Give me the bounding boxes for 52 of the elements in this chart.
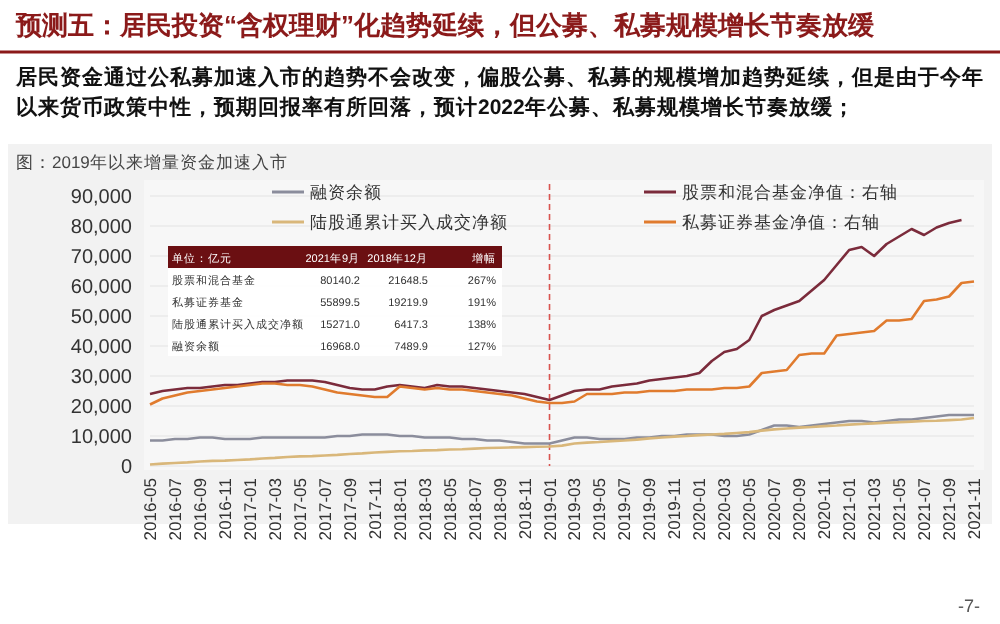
x-tick-label: 2016-05 — [140, 477, 160, 541]
chart-title: 预测五：居民投资“含权理财”化趋势延续，但公募、私募规模增长节奏放缓 — [14, 10, 876, 40]
x-tick-label: 2018-01 — [389, 477, 410, 541]
y-tick-label: 70,000 — [70, 247, 133, 269]
x-tick-label: 2018-03 — [414, 477, 435, 541]
x-tick-label: 2018-11 — [514, 477, 535, 540]
x-tick-label: 2016-09 — [189, 477, 210, 541]
x-tick-label: 2019-01 — [539, 477, 560, 541]
x-tick-label: 2017-11 — [364, 477, 385, 540]
text: 图：2019年以来增量资金加速入市 — [16, 152, 288, 172]
x-tick-label: 2016-11 — [214, 477, 235, 540]
legend-label: 融资余额 — [310, 182, 382, 202]
legend-label: 陆股通累计买入成交净额 — [310, 212, 508, 232]
x-tick-label: 2020-03 — [714, 477, 735, 541]
legend-label: 股票和混合基金净值：右轴 — [682, 182, 898, 202]
x-tick-label: 2017-07 — [314, 477, 335, 541]
y-tick-label: 40,000 — [70, 337, 133, 359]
x-tick-label: 2020-05 — [739, 477, 760, 541]
x-tick-label: 2016-07 — [164, 477, 185, 541]
x-tick-label: 2019-05 — [589, 477, 610, 541]
x-tick-label: 2020-01 — [689, 477, 710, 541]
x-tick-label: 2020-07 — [764, 477, 785, 541]
x-tick-label: 2021-09 — [939, 477, 960, 541]
x-tick-label: 2018-07 — [464, 477, 485, 541]
text: -7- — [958, 596, 980, 616]
x-tick-label: 2019-09 — [639, 477, 660, 541]
x-tick-label: 2017-09 — [339, 477, 360, 541]
y-tick-label: 30,000 — [70, 367, 133, 389]
chart-subtitle: 居民资金通过公私募加速入市的趋势不会改变，偏股公募、私募的规模增加趋势延续，但是由于今年以来货币政策中性，预期回报率有所回落，预计2022年公募、私募规模增长节奏放缓； — [14, 64, 984, 120]
x-tick-label: 2020-09 — [789, 477, 810, 541]
x-tick-label: 2021-11 — [964, 477, 984, 540]
x-tick-label: 2018-05 — [439, 477, 460, 541]
x-tick-label: 2019-07 — [614, 477, 635, 541]
x-tick-label: 2021-03 — [864, 477, 885, 541]
x-tick-label: 2021-01 — [839, 477, 860, 541]
x-tick-label: 2018-09 — [489, 477, 510, 541]
x-tick-label: 2021-07 — [914, 477, 935, 541]
legend-label: 私募证券基金净值：右轴 — [682, 212, 880, 232]
x-tick-label: 2020-11 — [814, 477, 835, 540]
x-tick-label: 2019-11 — [664, 477, 685, 540]
x-tick-label: 2021-05 — [889, 477, 910, 541]
x-tick-label: 2017-01 — [239, 477, 260, 541]
y-tick-label: 60,000 — [70, 277, 133, 299]
x-tick-label: 2019-03 — [564, 477, 585, 541]
y-tick-label: 10,000 — [70, 427, 133, 449]
x-tick-label: 2017-03 — [264, 477, 285, 541]
y-tick-label: 0 — [120, 457, 133, 479]
y-tick-label: 50,000 — [70, 307, 133, 329]
y-tick-label: 80,000 — [70, 217, 133, 239]
y-tick-label: 90,000 — [70, 187, 133, 209]
y-tick-label: 20,000 — [70, 397, 133, 419]
x-tick-label: 2017-05 — [289, 477, 310, 541]
